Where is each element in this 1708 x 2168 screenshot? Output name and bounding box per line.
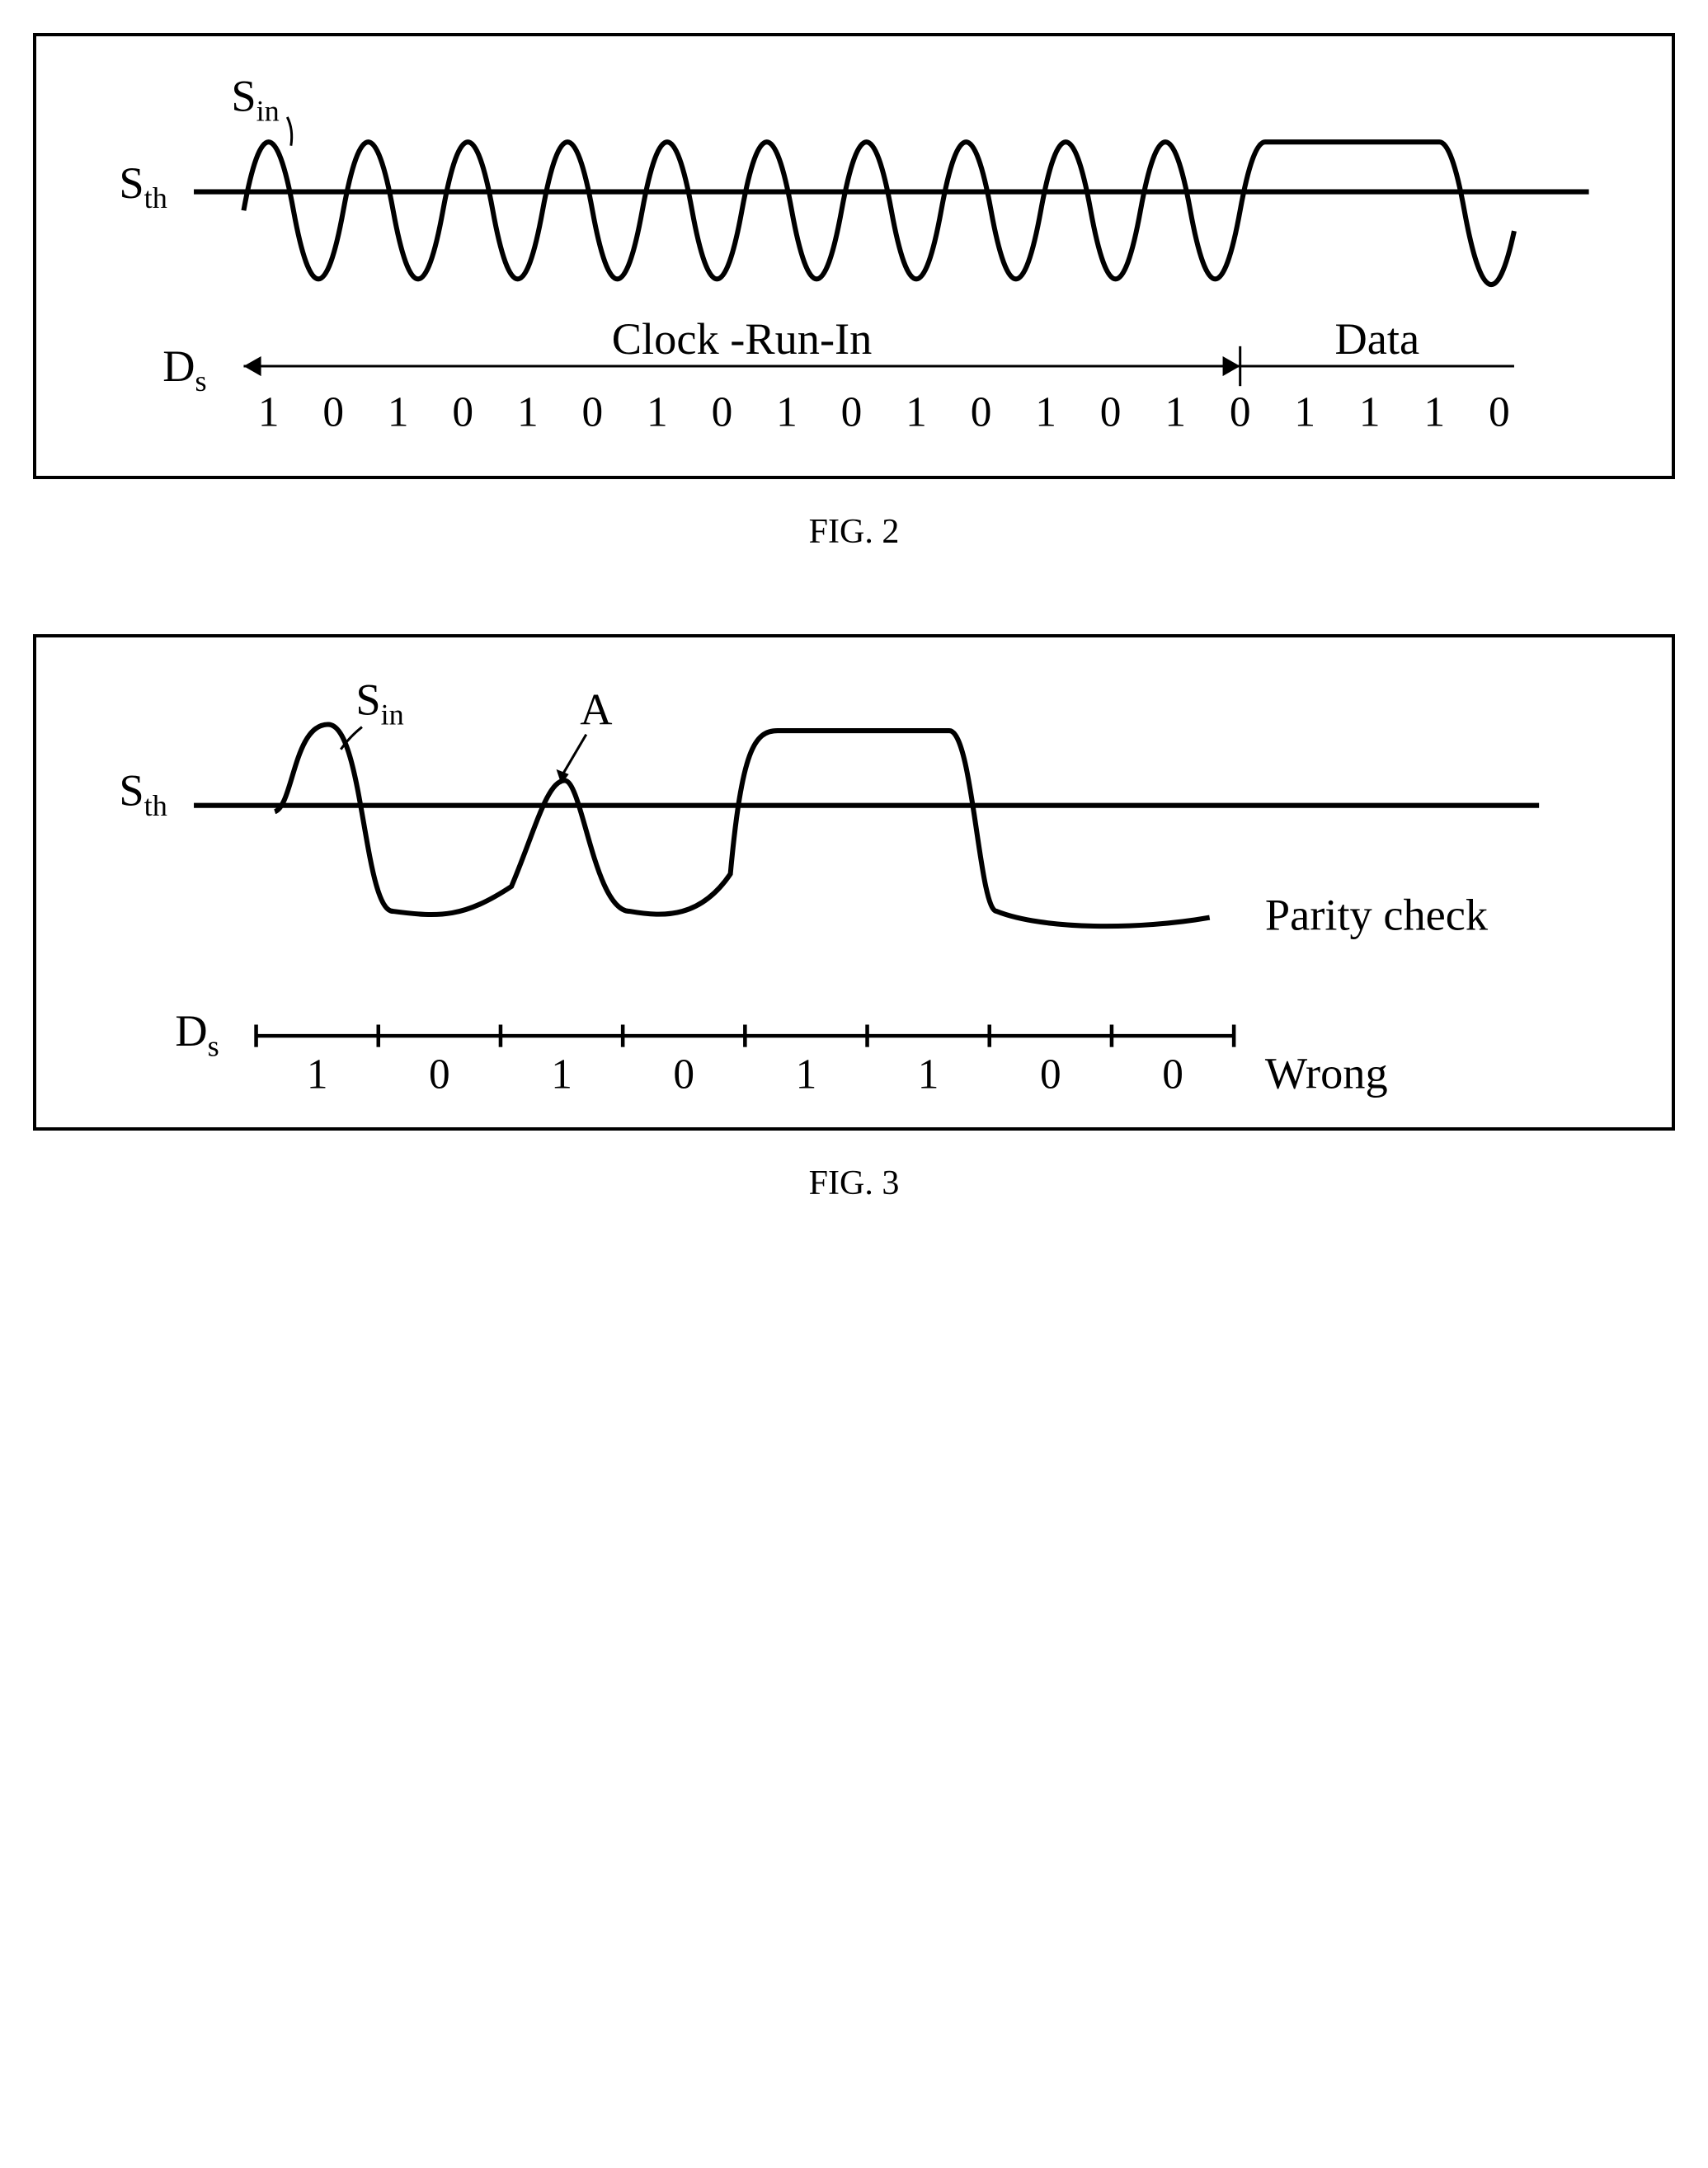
svg-text:0: 0 bbox=[673, 1051, 694, 1098]
svg-text:0: 0 bbox=[1489, 389, 1510, 436]
svg-text:1: 1 bbox=[1294, 389, 1315, 436]
svg-text:1: 1 bbox=[647, 389, 668, 436]
svg-text:0: 0 bbox=[582, 389, 604, 436]
svg-text:0: 0 bbox=[1040, 1051, 1061, 1098]
svg-text:1: 1 bbox=[307, 1051, 328, 1098]
svg-text:Clock -Run-In: Clock -Run-In bbox=[612, 314, 873, 364]
svg-text:1: 1 bbox=[388, 389, 409, 436]
figure-2-svg: SinSthClock -Run-InDataDs101010101010101… bbox=[69, 61, 1639, 459]
svg-text:Ds: Ds bbox=[162, 341, 206, 397]
figure-3-container: Sin Sth A Parity check Ds 1 0 1 0 1 1 0 0 Wrong FIG. … bbox=[33, 634, 1675, 1203]
figure-2-box: SinSthClock -Run-InDataDs101010101010101… bbox=[33, 33, 1675, 479]
svg-text:1: 1 bbox=[918, 1051, 939, 1098]
svg-text:Parity check: Parity check bbox=[1265, 891, 1489, 940]
svg-text:0: 0 bbox=[841, 389, 863, 436]
svg-text:1: 1 bbox=[776, 389, 798, 436]
svg-text:1: 1 bbox=[1165, 389, 1186, 436]
svg-text:Sin: Sin bbox=[355, 675, 403, 731]
svg-text:Sth: Sth bbox=[119, 158, 167, 214]
figure-3-box: Sin Sth A Parity check Ds 1 0 1 0 1 1 0 0 Wrong bbox=[33, 634, 1675, 1131]
svg-text:1: 1 bbox=[551, 1051, 572, 1098]
svg-text:Ds: Ds bbox=[175, 1006, 219, 1062]
svg-text:1: 1 bbox=[258, 389, 280, 436]
svg-text:0: 0 bbox=[971, 389, 992, 436]
svg-text:0: 0 bbox=[452, 389, 473, 436]
figure-3-caption: FIG. 3 bbox=[33, 1164, 1675, 1203]
svg-text:1: 1 bbox=[906, 389, 927, 436]
svg-text:1: 1 bbox=[1359, 389, 1381, 436]
svg-text:1: 1 bbox=[1035, 389, 1056, 436]
figure-3-svg: Sin Sth A Parity check Ds 1 0 1 0 1 1 0 0 Wrong bbox=[69, 662, 1639, 1111]
svg-text:0: 0 bbox=[1162, 1051, 1183, 1098]
svg-text:0: 0 bbox=[322, 389, 344, 436]
svg-text:A: A bbox=[580, 685, 612, 735]
svg-text:Wrong: Wrong bbox=[1265, 1049, 1388, 1098]
figure-2-caption: FIG. 2 bbox=[33, 512, 1675, 552]
svg-text:Sin: Sin bbox=[231, 71, 279, 127]
svg-text:Sth: Sth bbox=[119, 766, 167, 822]
svg-text:1: 1 bbox=[517, 389, 539, 436]
svg-text:1: 1 bbox=[1423, 389, 1445, 436]
svg-text:0: 0 bbox=[1100, 389, 1122, 436]
svg-text:0: 0 bbox=[429, 1051, 450, 1098]
svg-text:0: 0 bbox=[1230, 389, 1251, 436]
svg-text:Data: Data bbox=[1335, 314, 1420, 364]
svg-text:0: 0 bbox=[712, 389, 733, 436]
figure-2-container: SinSthClock -Run-InDataDs101010101010101… bbox=[33, 33, 1675, 552]
svg-text:1: 1 bbox=[796, 1051, 817, 1098]
